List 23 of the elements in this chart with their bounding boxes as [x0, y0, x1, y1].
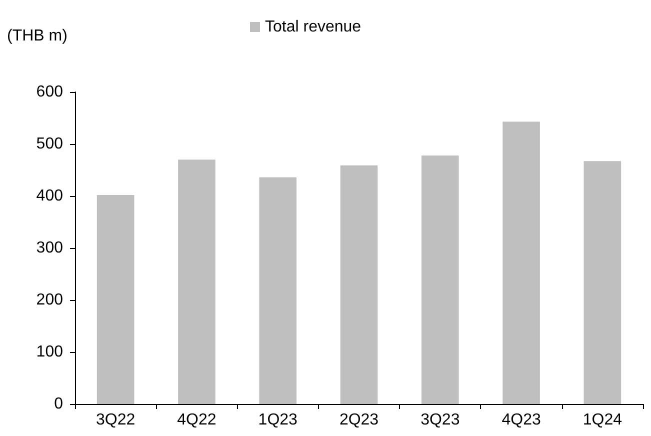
x-tick-label: 4Q23 [502, 412, 541, 428]
legend-label: Total revenue [265, 18, 362, 36]
x-tick-label: 1Q23 [258, 412, 298, 428]
x-tick-label: 3Q22 [96, 412, 136, 428]
y-tick-label: 400 [36, 188, 64, 204]
y-tick-label: 200 [36, 292, 64, 308]
y-tick-label: 0 [54, 396, 64, 412]
bar [502, 122, 540, 404]
y-tick-label: 300 [36, 240, 64, 256]
bar [96, 194, 134, 404]
x-tick-label: 4Q22 [177, 412, 216, 428]
y-tick-label: 500 [36, 136, 64, 152]
bar [259, 177, 297, 404]
x-tick-label: 2Q23 [339, 412, 379, 428]
bar [584, 161, 622, 404]
bar [421, 155, 459, 404]
bar [178, 160, 216, 404]
x-tick-label: 3Q23 [420, 412, 460, 428]
bar [340, 165, 378, 404]
y-tick-label: 100 [36, 344, 64, 360]
x-tick-label: 1Q24 [582, 412, 622, 428]
y-tick-label: 600 [36, 84, 64, 100]
y-axis-title: (THB m) [7, 28, 68, 44]
